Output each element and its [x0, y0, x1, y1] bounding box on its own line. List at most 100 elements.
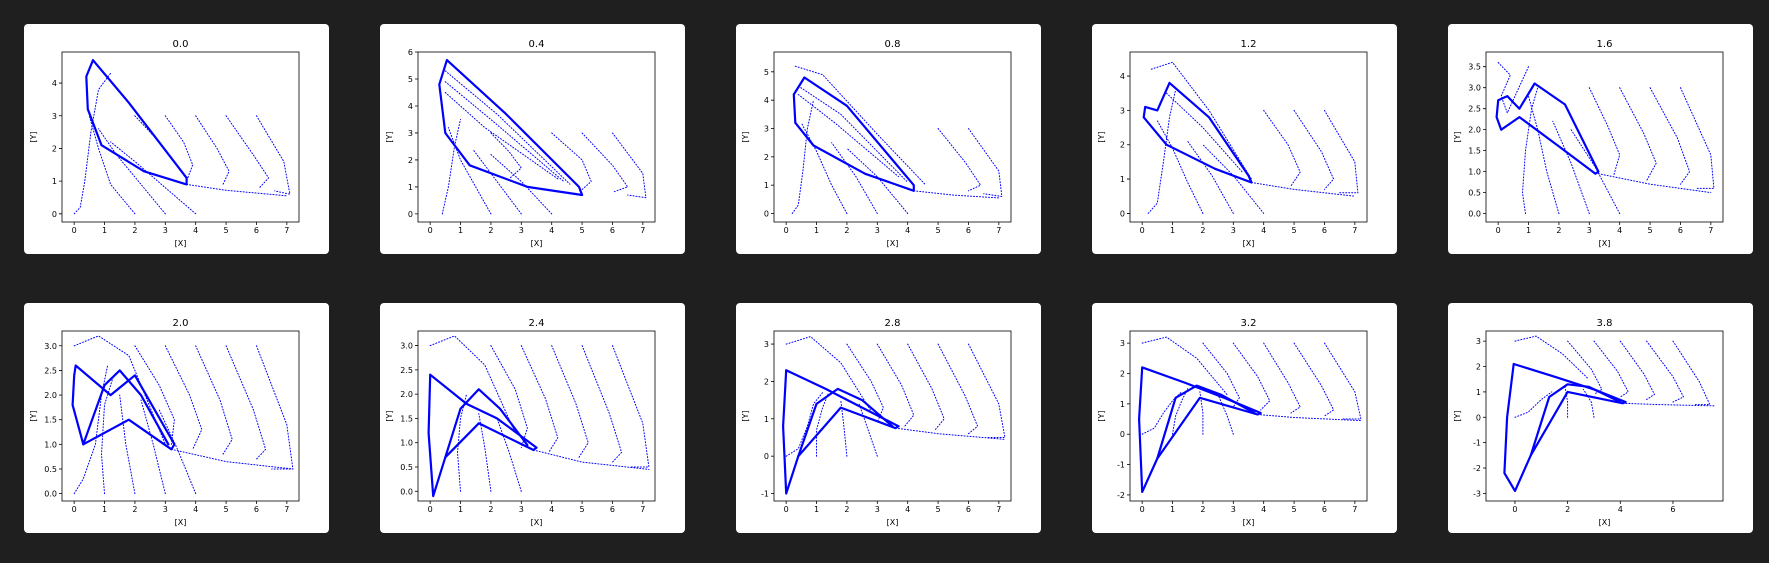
trajectory-line: [968, 128, 1003, 197]
trajectory-line: [134, 345, 175, 445]
x-tick-label: 2: [844, 226, 849, 235]
chart-title: 2.0: [173, 318, 189, 329]
trajectory-line: [490, 132, 522, 180]
trajectory-line: [1147, 89, 1177, 214]
y-tick-label: 2: [764, 153, 769, 162]
x-tick-label: 5: [1292, 226, 1297, 235]
y-tick-label: 1.0: [400, 439, 413, 448]
x-tick-label: 0: [784, 505, 789, 514]
y-tick-label: 0: [1120, 209, 1125, 218]
x-tick-label: 1: [1526, 226, 1531, 235]
trajectory-line: [164, 345, 203, 450]
y-tick-label: 2.0: [1468, 126, 1481, 135]
x-tick-label: 4: [1617, 226, 1622, 235]
limit-cycle-line: [1495, 82, 1600, 175]
trajectory-line: [581, 345, 623, 463]
y-tick-label: -1: [1117, 461, 1125, 470]
x-axis-label: [X]: [175, 518, 187, 527]
trajectory-line: [533, 449, 650, 470]
x-axis-label: [X]: [531, 239, 543, 248]
x-tick-label: 7: [996, 226, 1001, 235]
x-tick-label: 4: [549, 505, 554, 514]
y-tick-label: 2.5: [44, 366, 57, 375]
trajectory-line: [496, 417, 522, 492]
trajectory-line: [256, 115, 291, 195]
trajectory-line: [1217, 394, 1234, 435]
y-tick-label: 0.5: [1468, 189, 1481, 198]
chart-title: 3.8: [1597, 318, 1613, 329]
trajectory-line: [913, 190, 1000, 199]
y-tick-label: 0.5: [400, 463, 413, 472]
y-tick-label: 6: [408, 48, 413, 57]
trajectory-line: [785, 336, 872, 412]
x-tick-label: 1: [1170, 226, 1175, 235]
x-tick-label: 2: [1200, 226, 1205, 235]
y-tick-label: 3: [408, 129, 413, 138]
trajectory-line: [444, 92, 559, 180]
trajectory-line: [1622, 402, 1716, 407]
axes-frame: [1485, 330, 1724, 502]
x-tick-label: 3: [519, 226, 524, 235]
trajectory-line: [797, 94, 900, 178]
x-tick-label: 1: [458, 226, 463, 235]
y-tick-label: 2: [1476, 363, 1481, 372]
y-tick-label: -2: [1473, 464, 1481, 473]
y-tick-label: 0: [1476, 413, 1481, 422]
trajectory-line: [800, 122, 848, 214]
trajectory-line: [1141, 336, 1228, 396]
chart-panel: 2.4 0 1 2 3 4 5 6 7 0.0 0.5 1.0 1.5 2.0 2.5 3.0 [X] [Y]: [380, 303, 685, 533]
y-tick-label: 2: [764, 377, 769, 386]
y-tick-label: 4: [764, 96, 769, 105]
y-tick-label: 1: [408, 183, 413, 192]
trajectory-line: [1588, 87, 1621, 177]
y-tick-label: 3: [52, 112, 57, 121]
axes-frame: [417, 51, 656, 223]
x-tick-label: 6: [610, 505, 615, 514]
x-tick-label: 5: [580, 226, 585, 235]
trajectory-line: [794, 65, 927, 186]
trajectory-line: [1514, 335, 1590, 380]
trajectory-line: [256, 345, 294, 470]
limit-cycle-line: [85, 59, 188, 186]
chart-panel: 1.6 0 1 2 3 4 5 6 7 0.0 0.5 1.0 1.5 2.0 2.5 3.0 3.5 [X] [Y…: [1448, 24, 1753, 254]
x-tick-label: 2: [132, 505, 137, 514]
axes-frame: [61, 51, 300, 223]
limit-cycle-line: [82, 369, 170, 446]
x-tick-label: 3: [163, 505, 168, 514]
limit-cycle-line: [792, 76, 915, 192]
trajectory-line: [195, 345, 233, 455]
x-tick-label: 0: [784, 226, 789, 235]
trajectory-line: [225, 345, 267, 460]
trajectory-line: [968, 343, 1006, 438]
trajectory-line: [1680, 87, 1715, 189]
trajectory-line: [846, 147, 909, 214]
chart-title: 0.8: [885, 39, 901, 50]
limit-cycle-line: [1156, 384, 1256, 460]
trajectory-line: [73, 335, 166, 445]
trajectory-line: [225, 115, 270, 189]
y-tick-label: 2: [1120, 141, 1125, 150]
trajectory-line: [444, 81, 565, 182]
y-tick-label: 3.0: [1468, 84, 1481, 93]
x-tick-label: 7: [1352, 505, 1357, 514]
trajectory-line: [1570, 129, 1621, 215]
y-axis-label: [Y]: [1453, 131, 1462, 142]
x-tick-label: 4: [1261, 226, 1266, 235]
trajectory-line: [1156, 120, 1204, 214]
x-tick-label: 1: [102, 505, 107, 514]
limit-cycle-line: [1503, 362, 1627, 492]
x-tick-label: 4: [905, 226, 910, 235]
y-tick-label: 0: [52, 210, 57, 219]
trajectory-line: [1251, 182, 1356, 197]
x-tick-label: 5: [936, 226, 941, 235]
trajectory-line: [1497, 62, 1529, 114]
y-tick-label: 1: [52, 177, 57, 186]
y-tick-label: 3: [764, 125, 769, 134]
y-tick-label: 2.5: [1468, 105, 1481, 114]
y-tick-label: 4: [1120, 72, 1125, 81]
chart-svg: 0.0 0 1 2 3 4 5 6 7 0 1 2 3 4 [X] [Y]: [29, 39, 300, 248]
y-tick-label: 1: [764, 181, 769, 190]
trajectory-line: [937, 128, 982, 192]
trajectory-line: [791, 99, 814, 214]
trajectory-line: [73, 72, 112, 215]
